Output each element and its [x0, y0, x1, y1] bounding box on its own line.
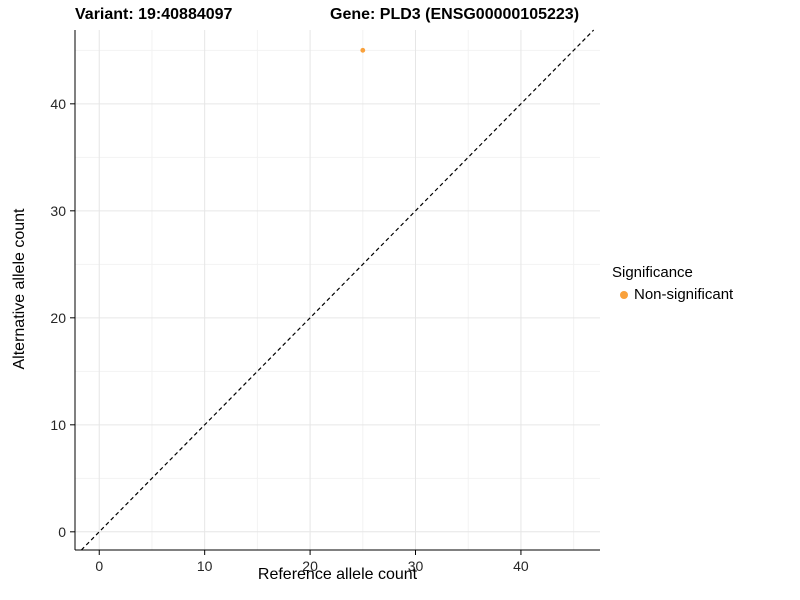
legend-swatch-icon	[620, 290, 628, 299]
legend-item-nonsignificant: Non-significant	[620, 286, 733, 303]
y-axis-label: Alternative allele count	[11, 208, 28, 370]
identity-reference-line	[80, 29, 595, 551]
data-point	[360, 47, 366, 53]
y-tick-label: 20	[50, 310, 66, 326]
x-tick-label: 20	[302, 558, 318, 574]
legend: Significance Non-significant	[612, 264, 733, 303]
y-tick-label: 10	[50, 417, 66, 433]
legend-title: Significance	[612, 264, 693, 281]
x-tick-label: 30	[408, 558, 424, 574]
y-tick-label: 40	[50, 96, 66, 112]
legend-item-label: Non-significant	[634, 286, 734, 303]
x-tick-label: 10	[197, 558, 213, 574]
x-tick-label: 40	[513, 558, 529, 574]
x-axis-label: Reference allele count	[257, 566, 418, 583]
plot-title-gene: Gene: PLD3 (ENSG00000105223)	[330, 6, 580, 23]
plot-title-variant: Variant: 19:40884097	[75, 6, 233, 23]
y-tick-label: 0	[58, 524, 66, 540]
y-tick-label: 30	[50, 203, 66, 219]
x-tick-label: 0	[95, 558, 103, 574]
